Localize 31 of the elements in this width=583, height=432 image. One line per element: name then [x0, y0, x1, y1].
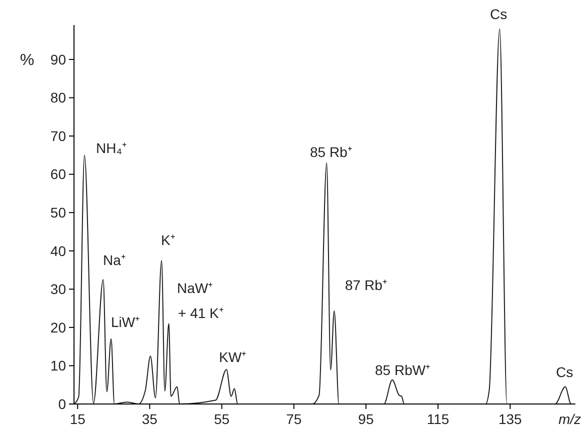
x-tick-label: 75 [286, 411, 302, 427]
y-tick-label: 40 [50, 242, 66, 259]
y-tick-label: 90 [50, 51, 66, 68]
y-tick-label: 0 [58, 396, 66, 412]
text: Cs [490, 6, 508, 22]
y-axis-title: % [20, 52, 34, 70]
y-tick-label: 80 [50, 90, 66, 106]
annotation: LiW⁺ [111, 314, 140, 330]
x-axis-title: m/z [558, 411, 581, 427]
annotation: 85 RbW⁺ [375, 362, 431, 378]
annotation: NH₄⁺ [96, 140, 127, 156]
y-tick-label: 70 [50, 128, 66, 144]
y-tick-label: 60 [50, 166, 66, 182]
y-tick-label: 50 [50, 204, 66, 220]
annotation: 85 Rb⁺ [310, 144, 352, 160]
y-tick-label: 20 [50, 319, 66, 336]
annotation: 87 Rb⁺ [345, 277, 388, 293]
annotation: NaW⁺ [177, 280, 214, 296]
annotation: Na⁺ [103, 252, 126, 268]
y-tick-label: 10 [50, 358, 66, 374]
x-tick-label: 115 [426, 411, 450, 427]
x-tick-label: 95 [358, 411, 374, 427]
x-tick-label: 135 [498, 411, 522, 427]
x-tick-label: 35 [142, 411, 158, 427]
annotation: KW⁺ [219, 349, 247, 365]
x-tick-label: 15 [70, 411, 86, 427]
annotation: Cs [556, 364, 574, 380]
y-tick-label: 30 [50, 281, 66, 298]
annotation: + 41 K⁺ [178, 305, 224, 321]
x-tick-label: 55 [214, 411, 230, 427]
annotation: K⁺ [161, 232, 176, 248]
